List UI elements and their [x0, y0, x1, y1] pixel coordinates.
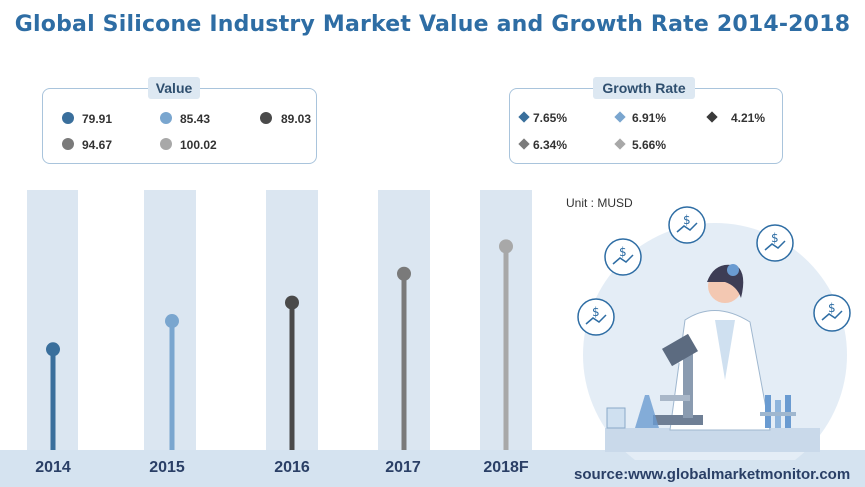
lollipop-point-2014 [46, 342, 60, 357]
value-legend-marker-2018 [160, 138, 172, 150]
value-legend-label-2016: 89.03 [281, 112, 312, 126]
growth-legend-label-2016: 4.21% [731, 111, 766, 125]
growth-legend-label-2018: 5.66% [632, 138, 667, 152]
chart-title: Global Silicone Industry Market Value an… [14, 12, 851, 37]
value-legend-marker-2014 [62, 112, 74, 124]
growth-legend-title: Growth Rate [593, 77, 695, 99]
value-legend-label-2015: 85.43 [180, 112, 211, 126]
value-legend-label-2017: 94.67 [82, 138, 113, 152]
x-tick-2015: 2015 [149, 459, 185, 476]
value-legend-label-2014: 79.91 [82, 112, 113, 126]
x-tick-2018F: 2018F [483, 459, 529, 476]
x-tick-2017: 2017 [385, 459, 421, 476]
x-tick-2016: 2016 [274, 459, 310, 476]
svg-text:$: $ [683, 213, 691, 227]
value-legend-marker-2017 [62, 138, 74, 150]
svg-text:$: $ [771, 231, 779, 245]
lab-bench [605, 428, 820, 452]
dollar-growth-icon-glyphs: $ $ $ $ $ [585, 213, 843, 325]
growth-legend-label-2015: 6.91% [632, 111, 667, 125]
lollipop-point-2018F [499, 239, 513, 254]
lab-coat [669, 310, 771, 431]
x-tick-2014: 2014 [35, 459, 71, 476]
value-legend-label-2018: 100.02 [180, 138, 217, 152]
lollipop-point-2016 [285, 295, 299, 310]
lollipop-point-2015 [165, 314, 179, 329]
value-legend-marker-2015 [160, 112, 172, 124]
lab-glassware [606, 395, 796, 429]
scientist-illustration: $ $ $ $ $ [577, 206, 851, 460]
lollipop-point-2017 [397, 266, 411, 281]
microscope [653, 333, 703, 425]
unit-label: Unit : MUSD [566, 196, 633, 210]
value-legend-title: Value [148, 77, 200, 99]
svg-text:$: $ [619, 245, 627, 259]
svg-text:$: $ [592, 305, 600, 319]
dollar-growth-icon [577, 206, 851, 336]
source-label: source:www.globalmarketmonitor.com [574, 466, 851, 483]
value-legend-marker-2016 [260, 112, 272, 124]
value-legend [42, 88, 317, 164]
growth-legend-label-2017: 6.34% [533, 138, 568, 152]
growth-legend-label-2014: 7.65% [533, 111, 568, 125]
svg-text:$: $ [828, 301, 836, 315]
